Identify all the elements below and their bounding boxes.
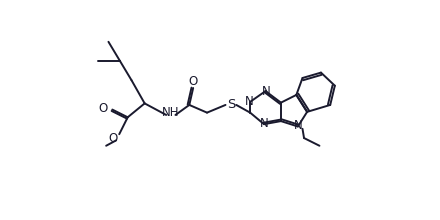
Text: NH: NH <box>162 106 180 119</box>
Text: N: N <box>260 117 268 130</box>
Text: O: O <box>188 75 198 88</box>
Text: N: N <box>262 85 271 98</box>
Text: S: S <box>227 98 236 111</box>
Text: O: O <box>99 101 108 115</box>
Text: N: N <box>294 119 303 132</box>
Text: N: N <box>245 95 254 108</box>
Text: O: O <box>108 132 118 145</box>
